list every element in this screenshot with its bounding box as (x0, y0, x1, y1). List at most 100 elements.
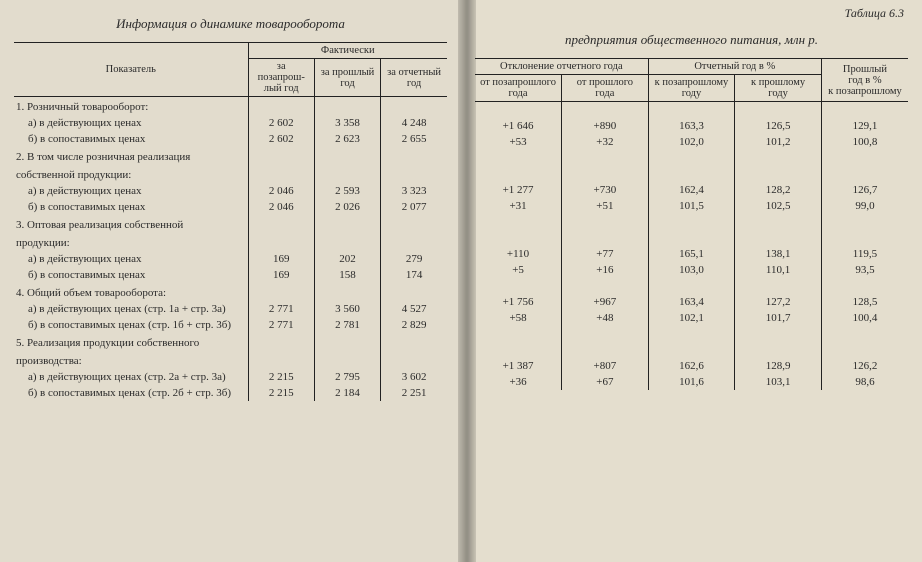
table-row: собственной продукции: (14, 165, 447, 183)
cell-p2: 101,7 (735, 310, 822, 326)
cell-y3: 3 602 (381, 369, 447, 385)
cell-y3 (381, 215, 447, 233)
cell-pl (821, 278, 908, 294)
cell-d1 (475, 150, 562, 166)
cell-y2 (314, 351, 380, 369)
cell-pl (821, 230, 908, 246)
table-row: а) в действующих ценах169202279 (14, 251, 447, 267)
table-row: а) в действующих ценах (стр. 1а + стр. 3… (14, 301, 447, 317)
cell-p1: 101,5 (648, 198, 735, 214)
cell-p1: 163,4 (648, 294, 735, 310)
cell-y3: 2 655 (381, 131, 447, 147)
row-label: б) в сопоставимых ценах (14, 267, 248, 283)
row-label: а) в действующих ценах (стр. 1а + стр. 3… (14, 301, 248, 317)
cell-d1: +36 (475, 374, 562, 390)
cell-d2: +807 (562, 358, 649, 374)
left-page: Информация о динамике товарооборота Пока… (0, 0, 461, 562)
cell-d2: +890 (562, 118, 649, 134)
cell-y1: 2 771 (248, 301, 314, 317)
left-table: Показатель Фактически за позапрош-лый го… (14, 42, 447, 401)
book-spread: Информация о динамике товарооборота Пока… (0, 0, 922, 562)
cell-y1 (248, 165, 314, 183)
table-row: б) в сопоставимых ценах (стр. 2б + стр. … (14, 385, 447, 401)
cell-d2 (562, 102, 649, 119)
cell-p2 (735, 150, 822, 166)
cell-y2: 3 560 (314, 301, 380, 317)
th-p1: к позапрошломугоду (648, 75, 735, 102)
cell-p2 (735, 278, 822, 294)
cell-y3 (381, 147, 447, 165)
table-row (475, 278, 908, 294)
cell-y2: 202 (314, 251, 380, 267)
row-label: продукции: (14, 233, 248, 251)
table-row: а) в действующих ценах2 6023 3584 248 (14, 115, 447, 131)
cell-d1 (475, 342, 562, 358)
cell-p1 (648, 278, 735, 294)
cell-d2: +32 (562, 134, 649, 150)
cell-pl: 99,0 (821, 198, 908, 214)
cell-d2: +51 (562, 198, 649, 214)
row-label: б) в сопоставимых ценах (14, 199, 248, 215)
th-deviation: Отклонение отчетного года (475, 59, 648, 75)
book-spine-shadow (458, 0, 476, 562)
table-row: 4. Общий объем товарооборота: (14, 283, 447, 301)
cell-d2 (562, 342, 649, 358)
cell-y2 (314, 165, 380, 183)
cell-p2 (735, 102, 822, 119)
cell-y1: 2 602 (248, 131, 314, 147)
cell-d1: +1 387 (475, 358, 562, 374)
table-row: 5. Реализация продукции собственного (14, 333, 447, 351)
table-row: +53+32102,0101,2100,8 (475, 134, 908, 150)
th-last: Прошлыйгод в %к позапрошлому (821, 59, 908, 102)
cell-pl: 100,4 (821, 310, 908, 326)
cell-d2: +967 (562, 294, 649, 310)
cell-d1: +1 646 (475, 118, 562, 134)
cell-y1 (248, 351, 314, 369)
cell-y1: 2 215 (248, 369, 314, 385)
th-d2: от прошлогогода (562, 75, 649, 102)
cell-y2: 2 623 (314, 131, 380, 147)
cell-y2 (314, 97, 380, 116)
cell-y3 (381, 351, 447, 369)
cell-d1 (475, 230, 562, 246)
cell-pl: 129,1 (821, 118, 908, 134)
cell-d1 (475, 278, 562, 294)
cell-p1 (648, 150, 735, 166)
cell-y2: 2 593 (314, 183, 380, 199)
cell-d2: +48 (562, 310, 649, 326)
th-y2: за прошлыйгод (314, 59, 380, 97)
table-number-label: Таблица 6.3 (845, 6, 904, 21)
row-label: а) в действующих ценах (14, 251, 248, 267)
cell-p2: 101,2 (735, 134, 822, 150)
table-row (475, 342, 908, 358)
cell-y3: 2 077 (381, 199, 447, 215)
cell-pl (821, 150, 908, 166)
cell-d2 (562, 214, 649, 230)
row-label: б) в сопоставимых ценах (стр. 1б + стр. … (14, 317, 248, 333)
table-row (475, 102, 908, 119)
cell-p2: 110,1 (735, 262, 822, 278)
cell-p2 (735, 214, 822, 230)
cell-y2: 2 026 (314, 199, 380, 215)
right-table: Отклонение отчетного года Отчетный год в… (475, 58, 908, 390)
table-row: производства: (14, 351, 447, 369)
cell-y1 (248, 283, 314, 301)
th-y1: за позапрош-лый год (248, 59, 314, 97)
cell-p2 (735, 166, 822, 182)
cell-pl (821, 102, 908, 119)
cell-p2 (735, 230, 822, 246)
cell-y2 (314, 147, 380, 165)
cell-y3 (381, 333, 447, 351)
table-row: 2. В том числе розничная реализация (14, 147, 447, 165)
cell-p1 (648, 230, 735, 246)
row-label: 2. В том числе розничная реализация (14, 147, 248, 165)
cell-d1: +31 (475, 198, 562, 214)
row-label: б) в сопоставимых ценах (стр. 2б + стр. … (14, 385, 248, 401)
cell-d2: +730 (562, 182, 649, 198)
cell-pl: 93,5 (821, 262, 908, 278)
cell-y1: 2 046 (248, 183, 314, 199)
cell-p1: 162,4 (648, 182, 735, 198)
table-row (475, 230, 908, 246)
cell-p1: 162,6 (648, 358, 735, 374)
table-row: +1 387+807162,6128,9126,2 (475, 358, 908, 374)
